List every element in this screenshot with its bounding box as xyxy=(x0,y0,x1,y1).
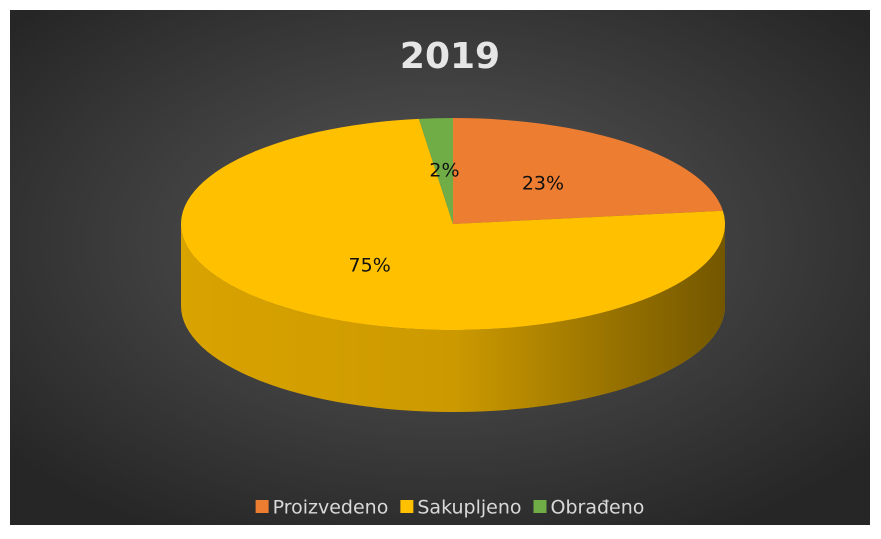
legend-swatch xyxy=(255,500,269,513)
pie-slice xyxy=(453,118,723,224)
legend-swatch xyxy=(400,500,414,513)
legend-swatch xyxy=(533,500,547,513)
data-label: 23% xyxy=(522,173,564,195)
chart-title: 2019 xyxy=(400,36,500,77)
legend-label: Proizvedeno xyxy=(273,497,389,519)
data-label: 2% xyxy=(429,160,459,182)
legend-label: Obrađeno xyxy=(551,497,645,519)
pie-slice xyxy=(418,118,453,224)
pie-slice xyxy=(181,118,726,331)
data-label: 75% xyxy=(349,254,391,276)
legend-label: Sakupljeno xyxy=(417,497,521,519)
pie-side-shade xyxy=(181,224,725,412)
